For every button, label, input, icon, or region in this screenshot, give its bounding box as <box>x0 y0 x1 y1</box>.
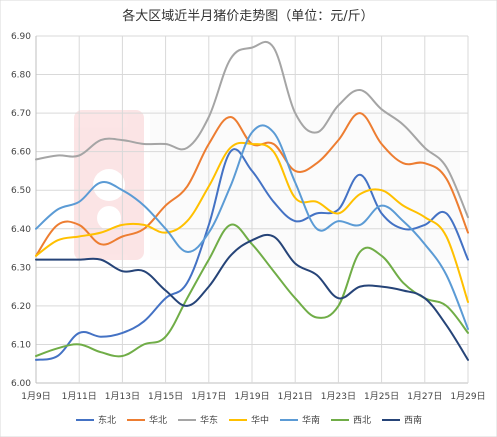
y-tick-label: 6.20 <box>11 302 31 312</box>
y-tick-label: 6.40 <box>11 225 31 235</box>
y-axis-ticks: 6.00 6.10 6.20 6.30 6.40 6.50 6.60 6.70 6.80 6.90 <box>11 32 31 389</box>
x-tick-label: 1月23日 <box>321 391 356 402</box>
y-tick-label: 6.10 <box>11 340 31 350</box>
x-axis-ticks: 1月9日 1月11日 1月13日 1月15日 1月17日 1月19日 1月21日 1月23日 1… <box>21 391 485 402</box>
series-line-2 <box>35 40 469 219</box>
legend-label-1: 华北 <box>149 414 167 426</box>
legend-label-4: 华南 <box>302 414 320 426</box>
series-lines <box>35 40 469 361</box>
x-tick-label: 1月29日 <box>450 391 485 402</box>
series-line-5 <box>35 223 469 358</box>
legend-label-2: 华东 <box>200 414 218 426</box>
series-line-4 <box>35 124 469 330</box>
chart-title: 各大区域近半月猪价走势图（单位：元/斤） <box>122 8 373 24</box>
series-line-6 <box>35 233 469 361</box>
x-tick-label: 1月17日 <box>191 391 226 402</box>
y-tick-label: 6.50 <box>11 186 31 196</box>
y-tick-label: 6.30 <box>11 263 31 273</box>
gridlines <box>35 35 469 384</box>
x-tick-label: 1月13日 <box>105 391 140 402</box>
x-tick-label: 1月19日 <box>234 391 269 402</box>
x-tick-label: 1月11日 <box>62 391 97 402</box>
y-tick-label: 6.90 <box>11 32 31 42</box>
legend-label-0: 东北 <box>98 414 116 426</box>
x-tick-label: 1月15日 <box>148 391 183 402</box>
legend-label-6: 西南 <box>404 414 422 426</box>
series-line-3 <box>35 141 469 303</box>
x-tick-label: 1月21日 <box>278 391 313 402</box>
legend: 东北 华北 华东 华中 华南 西北 西南 <box>76 414 422 426</box>
y-tick-label: 6.70 <box>11 109 31 119</box>
x-tick-label: 1月9日 <box>21 391 50 402</box>
x-tick-label: 1月25日 <box>364 391 399 402</box>
series-line-0 <box>35 148 469 361</box>
x-tick-label: 1月27日 <box>407 391 442 402</box>
y-tick-label: 6.00 <box>11 379 31 389</box>
legend-label-3: 华中 <box>251 414 269 426</box>
y-tick-label: 6.60 <box>11 148 31 158</box>
y-tick-label: 6.80 <box>11 71 31 81</box>
watermark-logo <box>74 110 460 260</box>
legend-label-5: 西北 <box>353 415 371 426</box>
